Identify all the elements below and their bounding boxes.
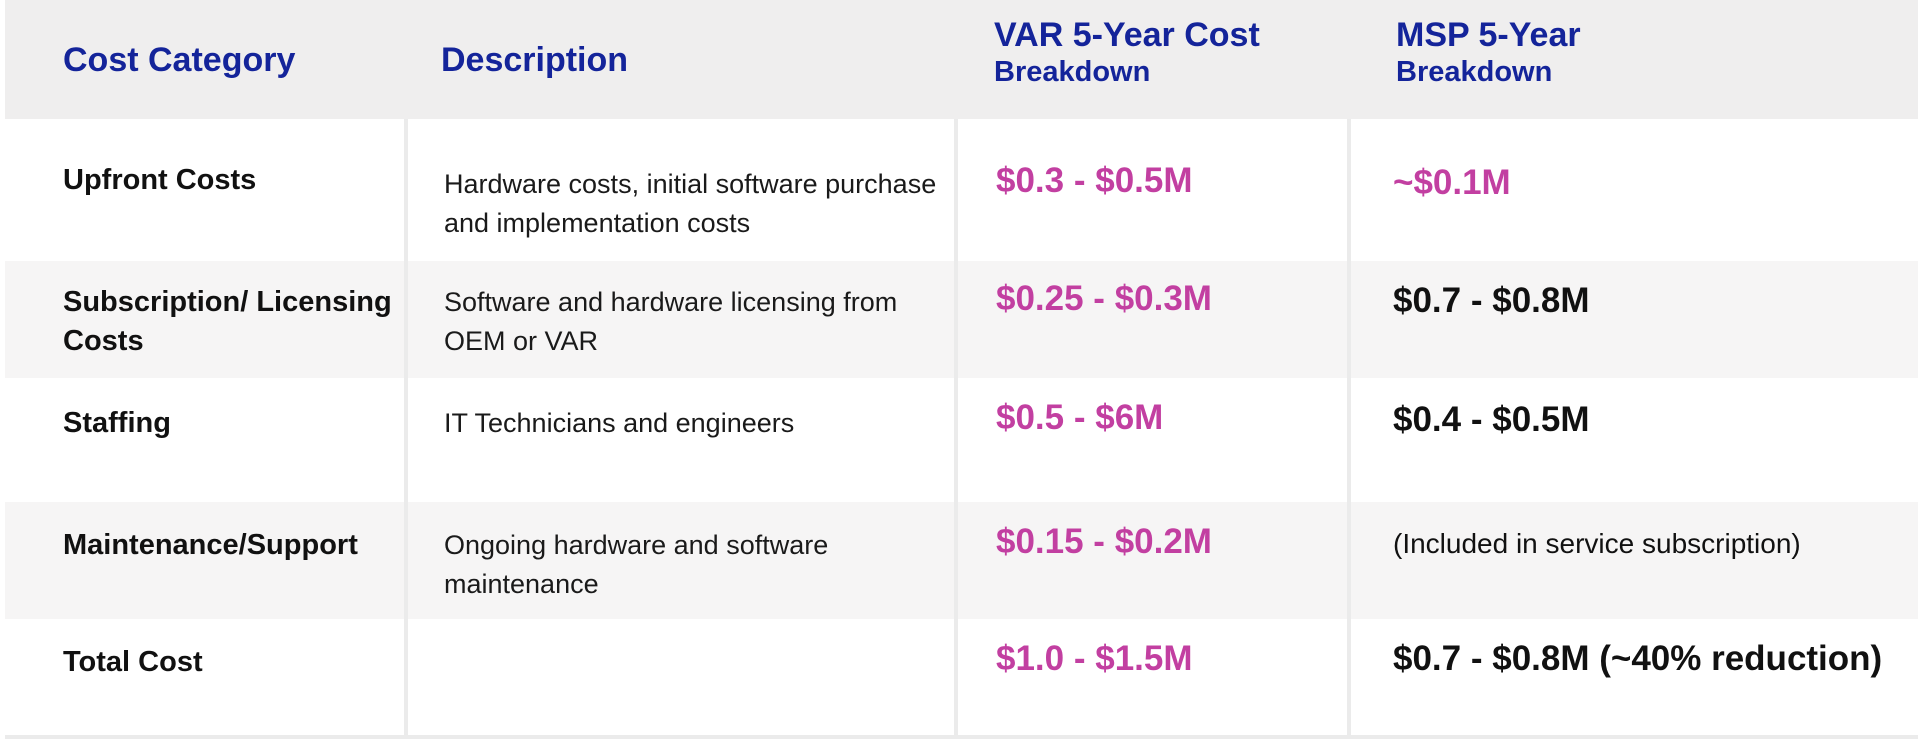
row-var-cost: $0.15 - $0.2M <box>954 502 1349 619</box>
row-category: Staffing <box>63 407 171 439</box>
row-category: Total Cost <box>63 646 203 678</box>
header-var-title: VAR 5-Year Cost <box>994 16 1260 54</box>
row-msp-cost: ~$0.1M <box>1347 119 1918 261</box>
header-var-subtitle: Breakdown <box>994 56 1151 88</box>
row-msp-cost: $0.4 - $0.5M <box>1347 378 1918 502</box>
row-description: Hardware costs, initial software purchas… <box>404 119 956 261</box>
header-msp-cost: MSP 5-Year Breakdown <box>1349 0 1918 119</box>
row-msp-cost: $0.7 - $0.8M <box>1347 261 1918 378</box>
header-cost-category: Cost Category <box>63 41 296 79</box>
row-description <box>404 619 956 737</box>
row-var-cost: $0.25 - $0.3M <box>954 261 1349 378</box>
table-header-row: Cost Category Description VAR 5-Year Cos… <box>5 0 1918 119</box>
row-var-cost: $1.0 - $1.5M <box>954 619 1349 737</box>
table-row: Upfront Costs Hardware costs, initial so… <box>5 119 1918 261</box>
header-var-cost: VAR 5-Year Cost Breakdown <box>956 0 1349 119</box>
table-row-total: Total Cost $1.0 - $1.5M $0.7 - $0.8M (~4… <box>5 619 1918 737</box>
header-msp-subtitle: Breakdown <box>1396 56 1553 88</box>
row-category: Maintenance/Support <box>63 529 358 561</box>
row-var-cost: $0.5 - $6M <box>954 378 1349 502</box>
row-category: Subscription/ Licensing Costs <box>63 286 392 357</box>
table-row: Staffing IT Technicians and engineers $0… <box>5 378 1918 502</box>
row-msp-cost: (Included in service subscription) <box>1347 502 1918 619</box>
header-msp-title: MSP 5-Year <box>1396 16 1581 54</box>
row-var-cost: $0.3 - $0.5M <box>954 119 1349 261</box>
row-category: Upfront Costs <box>63 164 257 196</box>
row-msp-cost: $0.7 - $0.8M (~40% reduction) <box>1347 619 1918 737</box>
row-description: Ongoing hardware and software maintenanc… <box>404 502 956 619</box>
cost-comparison-table: Cost Category Description VAR 5-Year Cos… <box>5 0 1918 737</box>
table-bottom-border <box>5 735 1918 739</box>
table-row: Maintenance/Support Ongoing hardware and… <box>5 502 1918 619</box>
table-row: Subscription/ Licensing Costs Software a… <box>5 261 1918 378</box>
header-description: Description <box>441 41 629 79</box>
row-description: Software and hardware licensing from OEM… <box>404 261 956 378</box>
row-description: IT Technicians and engineers <box>404 378 956 502</box>
